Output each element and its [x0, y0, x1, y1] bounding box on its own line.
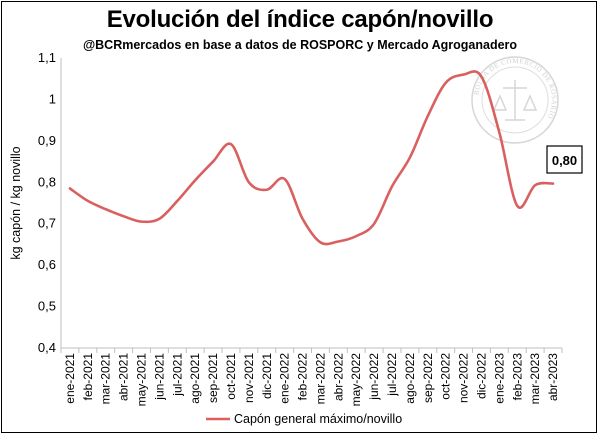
x-tick-label: ene-2021	[63, 353, 77, 404]
x-tick-label: sep-2021	[206, 353, 220, 403]
x-tick-label: mar-2022	[313, 353, 327, 405]
x-tick-label: feb-2022	[296, 353, 310, 401]
value-callout: 0,80	[546, 145, 583, 174]
x-tick-label: feb-2021	[81, 353, 95, 401]
y-tick-labels: 0,4 0,5 0,6 0,7 0,8 0,9 1 1,1	[38, 50, 56, 355]
x-tick-label: ago-2022	[403, 353, 417, 404]
x-tick-label: feb-2023	[510, 353, 524, 401]
x-tick-label: jul-2022	[385, 353, 399, 397]
x-tick-label: nov-2022	[457, 353, 471, 403]
y-tick-label: 0,4	[38, 340, 56, 355]
callout-label: 0,80	[552, 153, 577, 168]
x-tick-label: jul-2021	[170, 353, 184, 397]
x-tick-label: ene-2023	[492, 353, 506, 404]
y-tick-label: 0,9	[38, 133, 56, 148]
x-tick-label: mar-2021	[99, 353, 113, 405]
x-tick-label: jun-2021	[152, 353, 166, 401]
series-line-capon-novillo	[68, 70, 555, 246]
x-tick-label: may-2022	[349, 353, 363, 407]
x-tick-label: ene-2022	[278, 353, 292, 404]
y-axis-title: kg capón / kg novillo	[9, 146, 23, 259]
x-tick-label: mar-2023	[528, 353, 542, 405]
x-tick-label: oct-2021	[224, 353, 238, 400]
callout-box	[546, 145, 583, 174]
y-tick-label: 1	[49, 91, 56, 106]
chart-subtitle: @BCRmercados en base a datos de ROSPORC …	[82, 38, 518, 52]
x-tick-label: sep-2022	[421, 353, 435, 403]
x-tick-label: oct-2022	[439, 353, 453, 400]
y-tick-label: 0,6	[38, 257, 56, 272]
seal-icon: BOLSA DE COMERCIO DE ROSARIO	[471, 56, 559, 144]
y-tick-label: 0,5	[38, 299, 56, 314]
x-tick-label: abr-2021	[117, 353, 131, 401]
y-tick-label: 0,7	[38, 216, 56, 231]
x-tick-label: abr-2022	[331, 353, 345, 401]
x-tick-label: dic-2021	[260, 353, 274, 399]
x-tick-label: jun-2022	[367, 353, 381, 401]
x-tick-labels: ene-2021 feb-2021 mar-2021 abr-2021 may-2021…	[60, 348, 563, 407]
x-tick-label: nov-2021	[242, 353, 256, 403]
x-tick-label: ago-2021	[188, 353, 202, 404]
x-tick-label: dic-2022	[474, 353, 488, 399]
legend-label: Capón general máximo/novillo	[234, 412, 402, 426]
y-tick-label: 0,8	[38, 174, 56, 189]
chart-title: Evolución del índice capón/novillo	[106, 6, 494, 33]
y-tick-label: 1,1	[38, 50, 56, 65]
x-tick-label: may-2021	[135, 353, 149, 407]
x-tick-label: abr-2023	[546, 353, 560, 401]
legend: Capón general máximo/novillo	[206, 412, 402, 426]
